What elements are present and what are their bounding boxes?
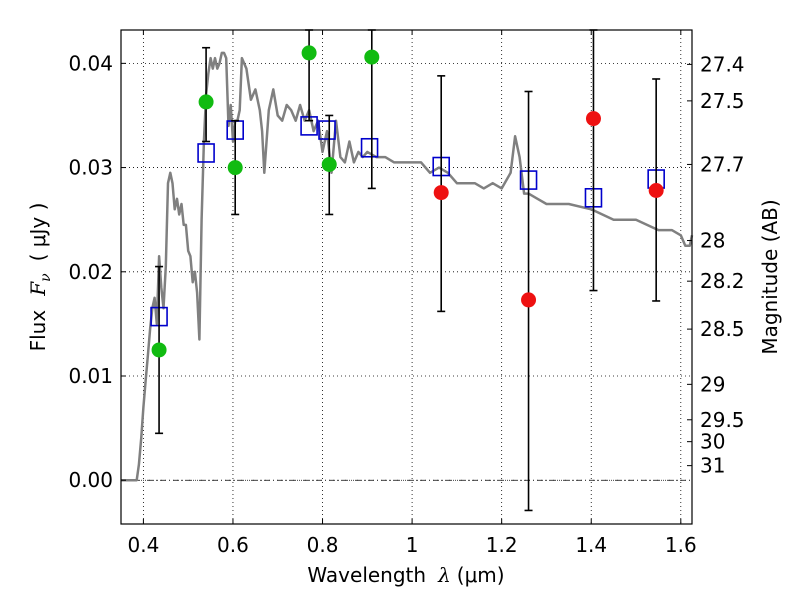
y-tick-label: 0.01 [68,364,113,388]
model-photometry-square [318,120,336,140]
magnitude-tick-label: 29 [700,372,725,396]
observed-red-point [521,292,537,308]
y-tick-label: 0.04 [68,51,113,75]
plot-frame [120,29,693,525]
y-axis-label-unit: ( μJy ) [26,203,50,262]
x-tick-label: 1 [406,533,419,557]
model-photometry-square [197,143,215,163]
magnitude-tick-label: 27.7 [700,152,745,176]
x-tick-label: 0.4 [127,533,159,557]
observed-green-point [321,156,337,172]
observed-red-point [585,111,601,127]
x-axis-label-unit: (μm) [457,563,505,587]
observed-green-point [151,342,167,358]
magnitude-tick-label: 28 [700,229,725,253]
observed-green-point [301,45,317,61]
y-axis-label-subscript: ν [38,273,54,282]
observed-green-point [227,160,243,176]
y-axis-label-symbol: F [26,281,50,297]
x-tick-label: 1.4 [575,533,607,557]
y-tick-label: 0.03 [68,156,113,180]
x-axis-label: Wavelength λ (μm) [307,563,504,587]
y-tick-label: 0.00 [68,468,113,492]
observed-green-point [198,94,214,110]
x-tick-label: 0.6 [217,533,249,557]
model-photometry-square [360,137,379,158]
x-tick-label: 0.8 [307,533,339,557]
magnitude-tick-label: 29.5 [700,408,745,432]
magnitude-tick-label: 30 [700,430,725,454]
x-axis-label-symbol: λ [437,563,451,587]
observed-green-point [364,49,380,65]
magnitude-tick-label: 27.5 [700,89,745,113]
model-sed-line [121,51,694,482]
x-tick-label: 1.6 [665,533,697,557]
grid [121,30,692,524]
series-layer [121,29,694,512]
observed-red-point [648,182,664,198]
y-tick-label: 0.02 [68,260,113,284]
magnitude-tick-label: 27.4 [700,52,745,76]
x-axis-label-text: Wavelength [307,563,426,587]
x-tick-label: 1.2 [486,533,518,557]
magnitude-tick-label: 28.2 [700,269,745,293]
y-axis-label-text: Flux [26,310,50,352]
magnitude-tick-label: 31 [700,454,725,478]
observed-red-point [433,185,449,201]
y-axis-label: Flux Fν ( μJy ) [26,203,54,352]
magnitude-tick-label: 28.5 [700,317,745,341]
magnitude-axis-label: Magnitude (AB) [758,199,782,354]
tick-layer: 0.00 0.01 0.02 0.03 0.04 0.4 0.6 0.8 1 1.2 1.4 1.6 2… [68,30,745,557]
